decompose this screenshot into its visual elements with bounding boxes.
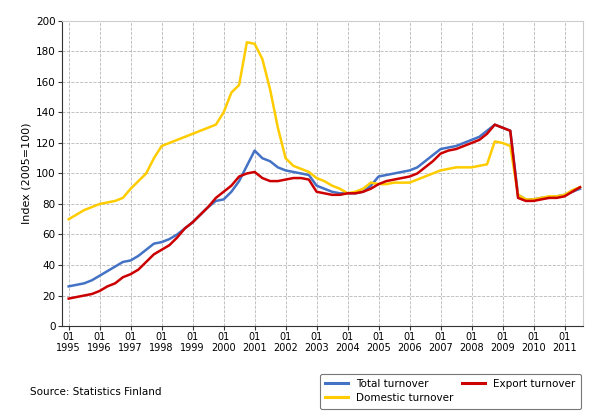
Total turnover — [577, 186, 584, 191]
Line: Domestic turnover: Domestic turnover — [68, 42, 580, 219]
Domestic turnover — [577, 185, 584, 190]
Domestic turnover — [305, 169, 312, 174]
Export turnover — [127, 272, 134, 277]
Domestic turnover — [243, 40, 250, 45]
Export turnover — [546, 195, 553, 200]
Total turnover — [452, 143, 459, 148]
Total turnover — [274, 165, 281, 170]
Domestic turnover — [546, 194, 553, 199]
Total turnover — [546, 195, 553, 200]
Domestic turnover — [65, 217, 72, 222]
Total turnover — [143, 247, 150, 252]
Export turnover — [298, 176, 305, 181]
Export turnover — [143, 260, 150, 265]
Domestic turnover — [460, 165, 467, 170]
Export turnover — [65, 296, 72, 301]
Export turnover — [491, 122, 499, 127]
Export turnover — [274, 178, 281, 184]
Text: Source: Statistics Finland: Source: Statistics Finland — [30, 387, 161, 397]
Export turnover — [577, 185, 584, 190]
Domestic turnover — [282, 156, 289, 161]
Total turnover — [491, 122, 499, 127]
Domestic turnover — [143, 171, 150, 176]
Total turnover — [127, 258, 134, 263]
Legend: Total turnover, Domestic turnover, Export turnover: Total turnover, Domestic turnover, Expor… — [320, 374, 581, 409]
Total turnover — [65, 284, 72, 289]
Domestic turnover — [127, 186, 134, 191]
Total turnover — [298, 171, 305, 176]
Y-axis label: Index (2005=100): Index (2005=100) — [21, 123, 32, 224]
Export turnover — [452, 147, 459, 152]
Line: Export turnover: Export turnover — [68, 125, 580, 298]
Line: Total turnover: Total turnover — [68, 125, 580, 286]
